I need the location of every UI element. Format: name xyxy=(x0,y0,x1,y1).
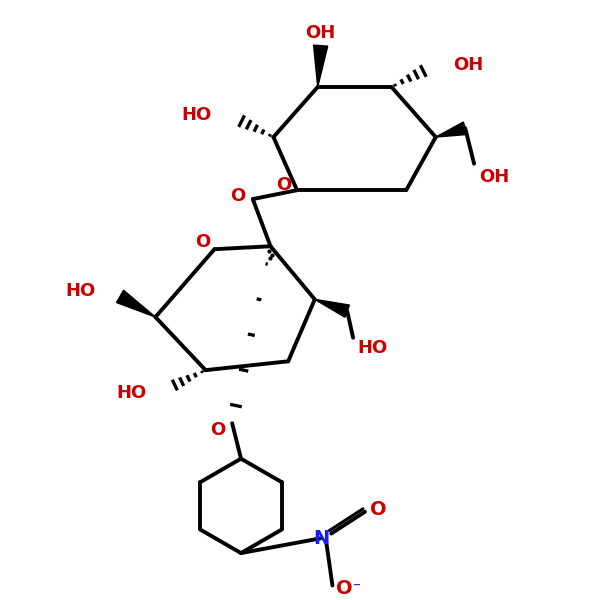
Text: OH: OH xyxy=(305,23,336,41)
Text: O: O xyxy=(230,187,245,205)
Text: O: O xyxy=(195,233,210,251)
Text: HO: HO xyxy=(358,340,388,358)
Text: O: O xyxy=(336,579,353,598)
Text: O: O xyxy=(370,500,386,519)
Text: HO: HO xyxy=(181,106,211,124)
Text: HO: HO xyxy=(116,383,146,401)
Polygon shape xyxy=(116,290,155,317)
Text: N: N xyxy=(313,529,329,548)
Polygon shape xyxy=(315,299,349,317)
Text: O: O xyxy=(210,421,225,439)
Text: O: O xyxy=(277,176,292,194)
Polygon shape xyxy=(314,45,328,87)
Text: OH: OH xyxy=(479,167,509,185)
Text: HO: HO xyxy=(65,281,95,299)
Polygon shape xyxy=(436,122,467,137)
Text: OH: OH xyxy=(454,56,484,74)
Text: ⁻: ⁻ xyxy=(353,581,361,596)
